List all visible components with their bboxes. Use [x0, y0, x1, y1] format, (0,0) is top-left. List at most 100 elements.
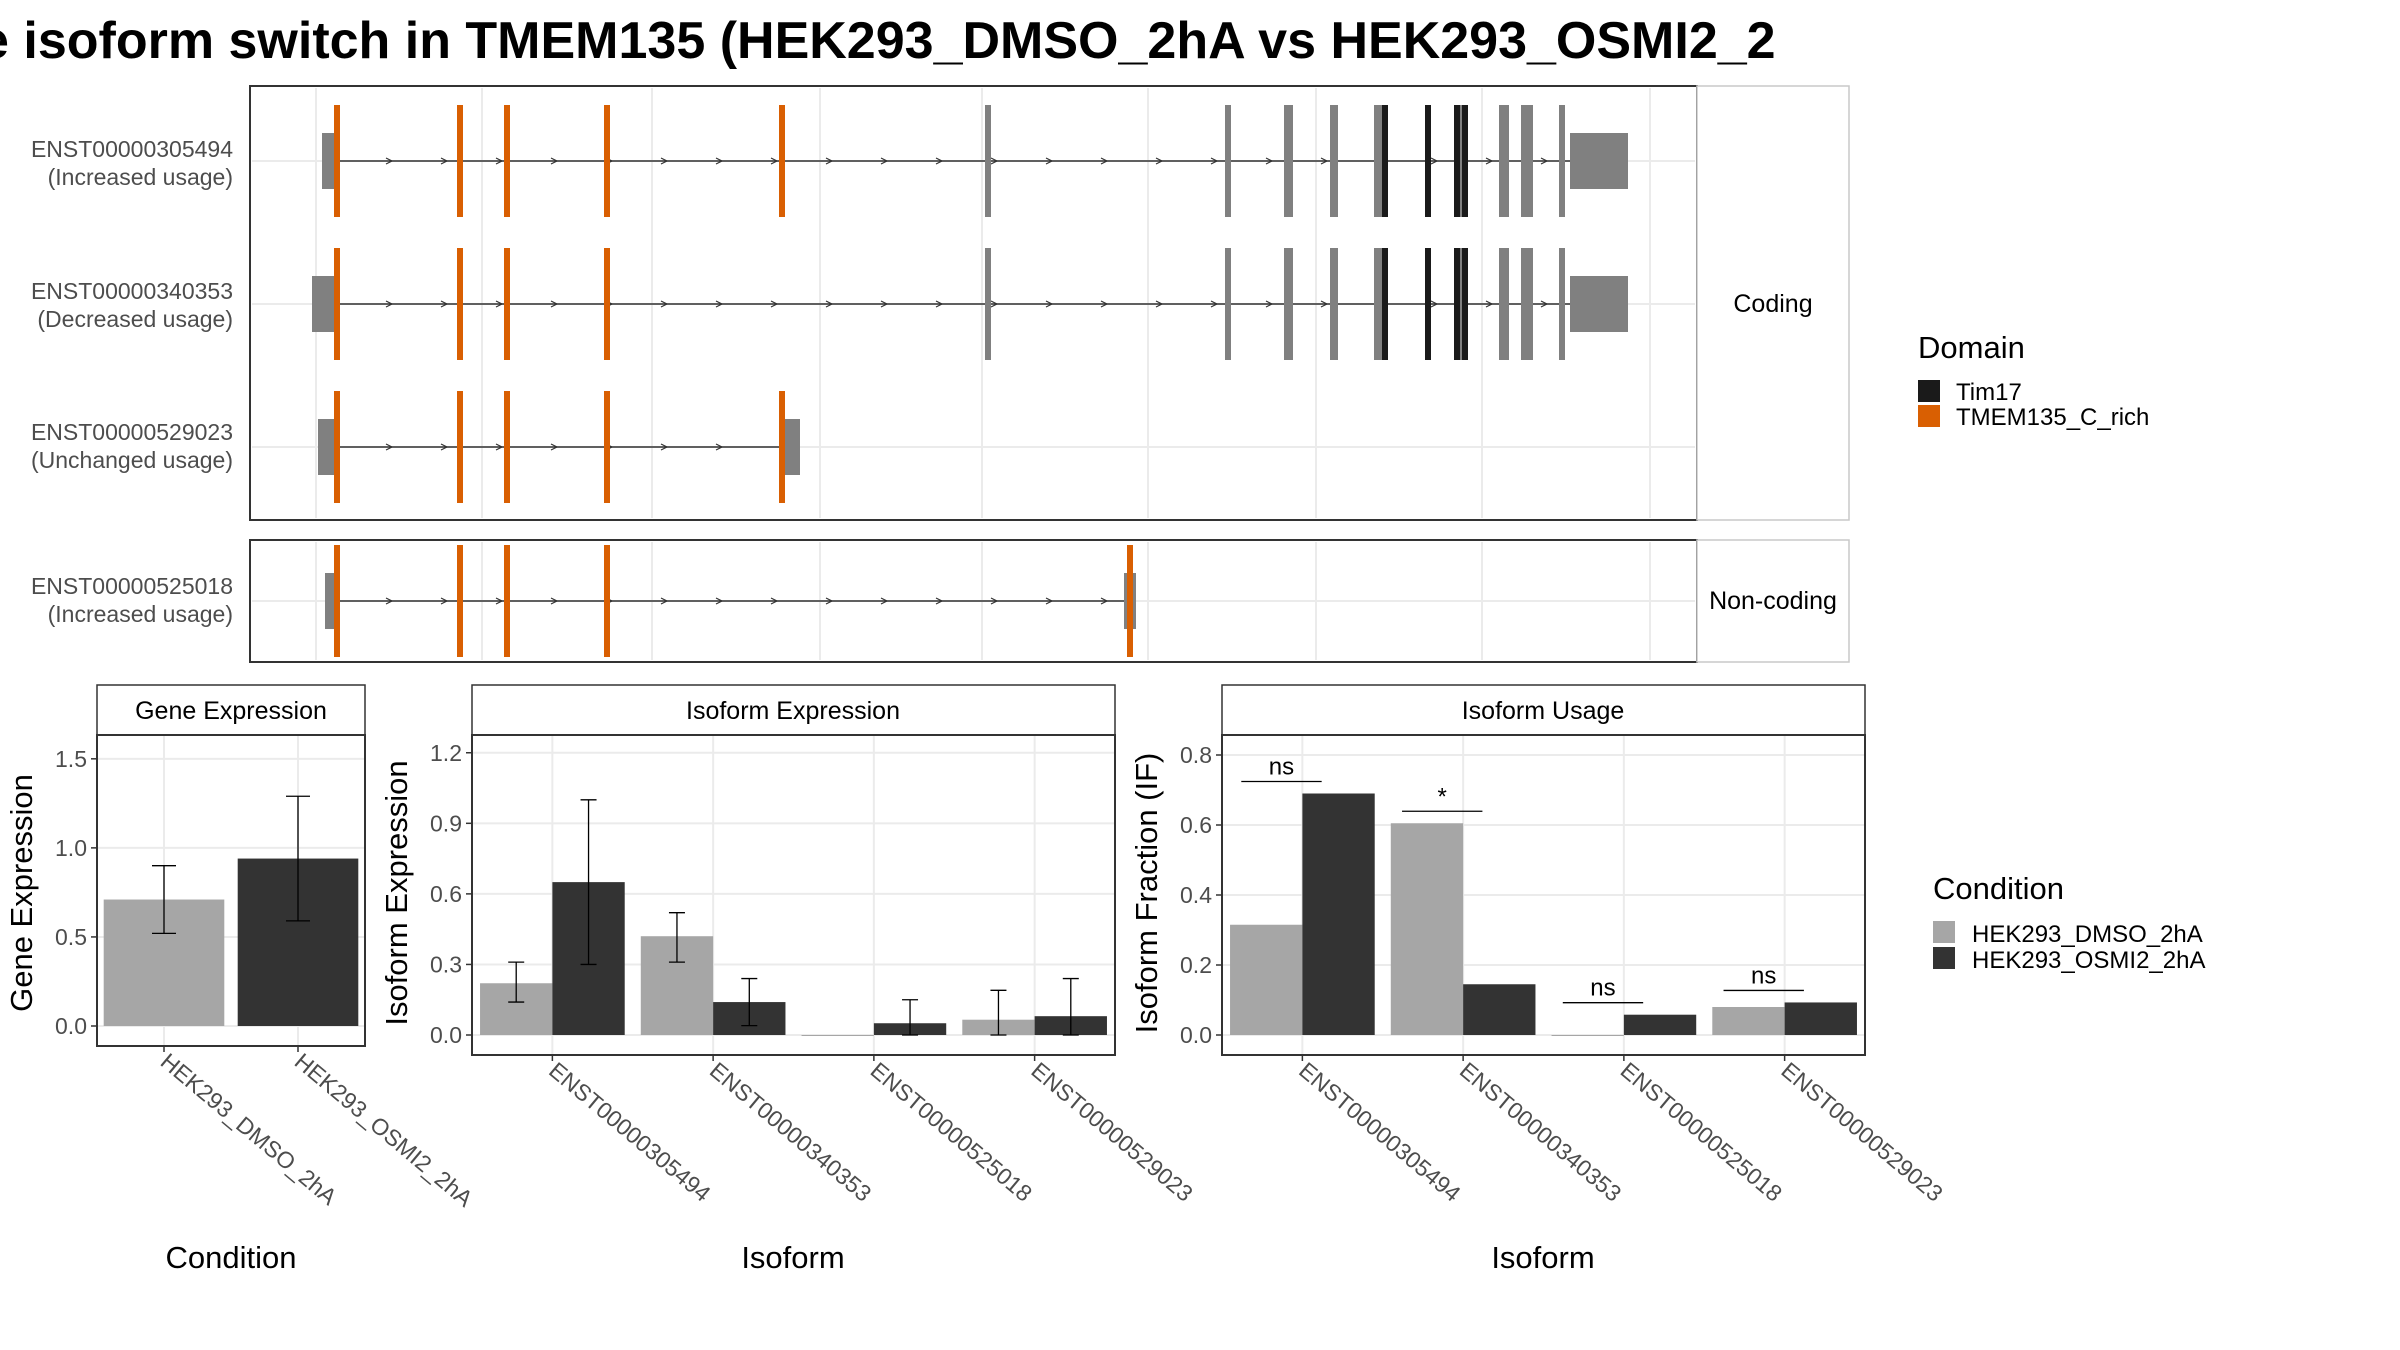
direction-arrow: [715, 443, 724, 451]
direction-arrow: [660, 300, 669, 308]
tmem135-c-rich-domain-exon: [504, 105, 510, 217]
direction-arrow: [495, 443, 504, 451]
transcript-labels: ENST00000305494 (Increased usage) ENST00…: [31, 136, 233, 627]
gene-expression-plot: 0.00.51.01.5HEK293_DMSO_2hAHEK293_OSMI2_…: [55, 734, 478, 1212]
tmem135-c-rich-domain-exon: [604, 391, 610, 503]
x-tick-label: ENST00000525018: [1616, 1057, 1788, 1207]
isoform-expression-plot: 0.0 0.3 0.6 0.9 1.2 ENST00000305494ENST000003…: [430, 734, 1198, 1207]
exon: [1287, 248, 1293, 360]
tmem135-c-rich-domain-exon: [504, 391, 510, 503]
exon: [1521, 248, 1527, 360]
transcript-track: [322, 105, 1628, 217]
exon: [1225, 105, 1231, 217]
x-axis-title: Isoform: [1491, 1240, 1594, 1275]
y-tick-label: 1.2: [430, 740, 462, 766]
isoform-expression-panel: Isoform Expression 0.0 0.3 0.6 0.9 1.2 ENST00…: [379, 684, 1198, 1275]
x-tick-label: ENST00000525018: [866, 1057, 1038, 1207]
tmem135-c-rich-domain-exon: [1127, 545, 1133, 657]
direction-arrow: [825, 157, 834, 165]
x-axis-title: Condition: [166, 1240, 297, 1275]
legend-swatch-dmso: [1933, 921, 1955, 943]
direction-arrow: [715, 597, 724, 605]
direction-arrow: [495, 597, 504, 605]
direction-arrow: [1100, 597, 1109, 605]
direction-arrow: [550, 443, 559, 451]
y-tick-label: 0.5: [55, 924, 87, 950]
exon: [1499, 248, 1505, 360]
figure-title: e isoform switch in TMEM135 (HEK293_DMSO…: [0, 12, 1776, 70]
direction-arrow: [1485, 157, 1494, 165]
coding-strip: [1696, 85, 1850, 521]
bar: [1784, 1002, 1857, 1035]
tmem135-c-rich-domain-exon: [334, 545, 340, 657]
bar: [1551, 1035, 1624, 1036]
direction-arrow: [1265, 300, 1274, 308]
direction-arrow: [770, 597, 779, 605]
direction-arrow: [935, 157, 944, 165]
isoform-usage-panel: Isoform Usage ns * ns ns 0.0 0.2 0.4 0.6 0.8 ENST…: [1129, 684, 1948, 1275]
tim17-domain-exon: [1382, 248, 1388, 360]
exon: [1374, 105, 1382, 217]
legend-label-dmso: HEK293_DMSO_2hA: [1972, 921, 2203, 948]
exon: [1503, 105, 1509, 217]
transcript-usage-label: (Unchanged usage): [31, 447, 233, 473]
significance-label: ns: [1590, 975, 1615, 1002]
direction-arrow: [1320, 300, 1329, 308]
exon: [1527, 248, 1533, 360]
y-tick-label: 0.0: [430, 1022, 462, 1048]
direction-arrow: [1155, 157, 1164, 165]
transcript-usage-label: (Decreased usage): [37, 306, 233, 332]
bar: [1712, 1007, 1785, 1035]
direction-arrow: [1155, 300, 1164, 308]
domain-legend-title: Domain: [1918, 330, 2025, 365]
x-tick-label: ENST00000529023: [1776, 1057, 1948, 1207]
tim17-domain-exon: [1382, 105, 1388, 217]
direction-arrow: [1265, 157, 1274, 165]
tmem135-c-rich-domain-exon: [334, 105, 340, 217]
transcript-id-label: ENST00000305494: [31, 136, 233, 162]
y-tick-label: 0.6: [1180, 812, 1212, 838]
tmem135-c-rich-domain-exon: [457, 105, 463, 217]
x-tick-label: ENST00000529023: [1026, 1057, 1198, 1207]
tmem135-c-rich-domain-exon: [504, 545, 510, 657]
tmem135-c-rich-domain-exon: [604, 248, 610, 360]
panel-border: [96, 734, 366, 1047]
noncoding-strip: [1696, 539, 1850, 663]
tim17-domain-exon: [1425, 105, 1431, 217]
tim17-domain-exon: [1462, 105, 1468, 217]
panel-title: Isoform Expression: [686, 697, 900, 725]
panel-border: [471, 734, 1116, 1056]
panel-strip: [471, 684, 1116, 736]
y-axis-title: Isoform Fraction (IF): [1129, 753, 1164, 1034]
direction-arrow: [715, 300, 724, 308]
exon: [985, 248, 991, 360]
legend-swatch-tim17: [1918, 380, 1940, 402]
direction-arrow: [550, 300, 559, 308]
transcript-track: [325, 545, 1136, 657]
direction-arrow: [1485, 300, 1494, 308]
direction-arrow: [1045, 597, 1054, 605]
tmem135-c-rich-domain-exon: [334, 391, 340, 503]
direction-arrow: [1540, 157, 1549, 165]
x-tick-label: ENST00000305494: [544, 1057, 716, 1207]
direction-arrow: [550, 597, 559, 605]
coding-strip-label: Coding: [1733, 290, 1812, 318]
direction-arrow: [440, 157, 449, 165]
direction-arrow: [1100, 157, 1109, 165]
exon: [985, 105, 991, 217]
x-axis-title: Isoform: [741, 1240, 844, 1275]
direction-arrow: [440, 300, 449, 308]
significance-label: ns: [1269, 754, 1294, 781]
exon: [1287, 105, 1293, 217]
tmem135-c-rich-domain-exon: [504, 248, 510, 360]
direction-arrow: [1210, 300, 1219, 308]
tmem135-c-rich-domain-exon: [334, 248, 340, 360]
direction-arrow: [1210, 157, 1219, 165]
legend-swatch-tmem135-c-rich: [1918, 405, 1940, 427]
direction-arrow: [1045, 157, 1054, 165]
direction-arrow: [880, 300, 889, 308]
tmem135-c-rich-domain-exon: [457, 391, 463, 503]
exon: [1559, 248, 1565, 360]
exon: [1374, 248, 1382, 360]
utr-3prime: [1570, 133, 1628, 189]
